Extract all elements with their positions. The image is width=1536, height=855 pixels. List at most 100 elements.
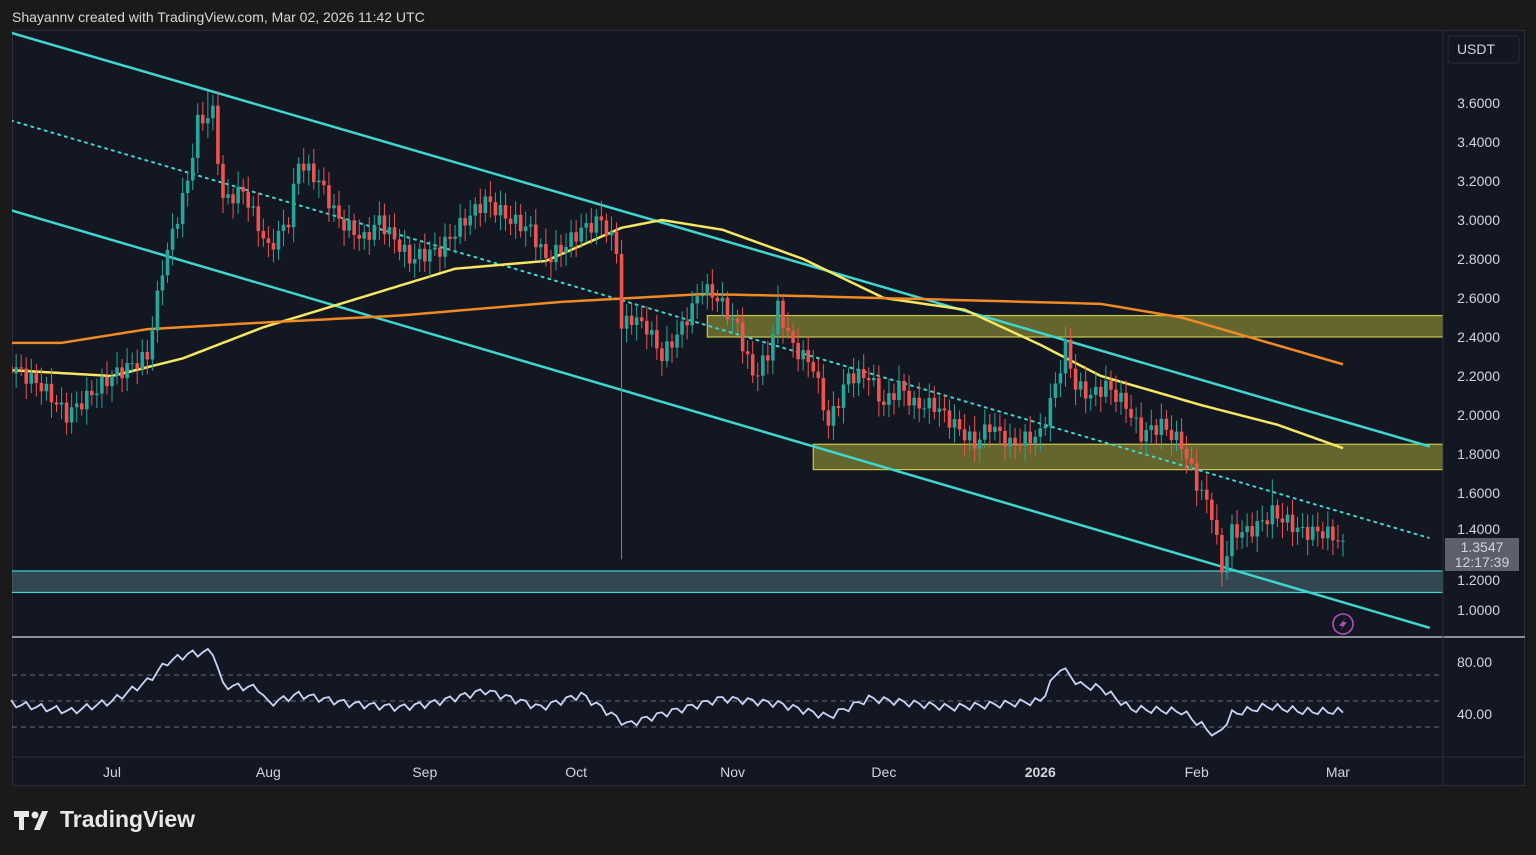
candle-body [877,378,881,402]
candle-body [211,105,215,119]
candle-body [160,275,165,291]
candle-body [1109,380,1113,390]
candle-body [629,315,634,325]
candle-body [155,290,160,331]
candle-body [1139,417,1143,442]
candle-body [513,214,518,224]
candle-body [1265,520,1270,525]
price-tick-label: 2.2000 [1457,368,1500,384]
candle-body [1194,463,1199,491]
candle-body [1220,535,1224,573]
candle-body [221,163,225,198]
candle-body [1295,527,1300,533]
candle-body [518,214,523,232]
candle-body [1033,436,1038,444]
time-tick-label: Oct [565,764,587,780]
tradingview-logo[interactable]: TradingView [14,806,195,833]
candle-body [170,228,175,250]
currency-button [1447,35,1520,64]
candle-body [438,247,442,257]
candle-body [796,342,800,360]
candle-body [856,369,861,384]
candle-body [246,191,251,208]
candle-body [907,390,911,406]
candle-body [271,242,276,250]
candle-body [761,355,765,376]
candle-body [1119,392,1123,402]
candle-body [392,227,397,240]
candle-body [1073,368,1078,390]
candle-body [74,403,79,408]
price-tick-label: 2.4000 [1457,329,1500,345]
candle-body [952,419,957,428]
candle-body [887,393,891,405]
candle-body [453,236,457,239]
trendline-solid-0 [12,31,1430,448]
candle-body [831,406,836,426]
candle-body [1199,489,1204,491]
candle-body [1326,526,1330,539]
candle-body [1245,526,1249,533]
candle-body [291,183,296,228]
candle-body [296,163,301,184]
candle-body [523,226,528,232]
candle-body [24,368,29,384]
candle-body [1008,437,1012,447]
candle-body [1159,418,1164,435]
candle-body [1204,489,1209,500]
attribution-text: Shayannv created with TradingView.com, M… [12,9,425,25]
candle-body [508,218,513,224]
candle-body [766,355,770,361]
candle-body [781,300,785,328]
candle-body [64,402,69,423]
candle-body [947,410,952,428]
time-tick-label: Aug [256,764,281,780]
currency-label[interactable]: USDT [1457,41,1496,57]
candle-body [917,397,921,409]
candle-body [1179,431,1184,449]
candle-body [1104,380,1108,397]
candle-body [347,220,351,231]
candle-body [892,393,896,401]
candle-body [912,397,916,406]
candle-body [407,244,412,264]
candle-body [564,247,568,253]
candle-body [59,402,64,405]
time-tick-label: 2026 [1025,764,1056,780]
countdown-timer: 12:17:39 [1455,554,1510,570]
candle-body [226,194,230,198]
candle-body [458,218,462,237]
candle-body [372,224,377,240]
candle-body [1189,458,1194,464]
candle-body [998,426,1002,431]
candle-body [957,419,962,430]
candle-body [327,185,331,209]
candle-body [569,232,573,248]
chart-frame[interactable] [12,30,1525,786]
candle-body [685,321,689,326]
lightning-icon [1332,613,1354,635]
price-tick-label: 1.2000 [1457,572,1500,588]
candle-body [1305,527,1310,540]
candle-body [281,224,286,231]
candle-body [95,393,99,396]
candle-body [79,403,84,410]
candle-body [791,331,795,343]
candle-body [1174,431,1179,441]
candle-body [866,378,871,381]
candle-body [503,205,508,219]
candle-body [448,236,452,239]
candle-body [619,254,624,329]
candle-body [715,297,720,302]
candle-body [1063,339,1068,374]
candle-body [463,218,467,226]
candle-body [1240,532,1244,538]
candle-body [49,383,54,403]
candle-body [942,408,947,411]
candle-body [639,317,644,321]
candle-body [745,351,750,355]
candle-body [1164,418,1169,430]
candle-body [1003,430,1007,447]
candle-body [14,367,18,374]
